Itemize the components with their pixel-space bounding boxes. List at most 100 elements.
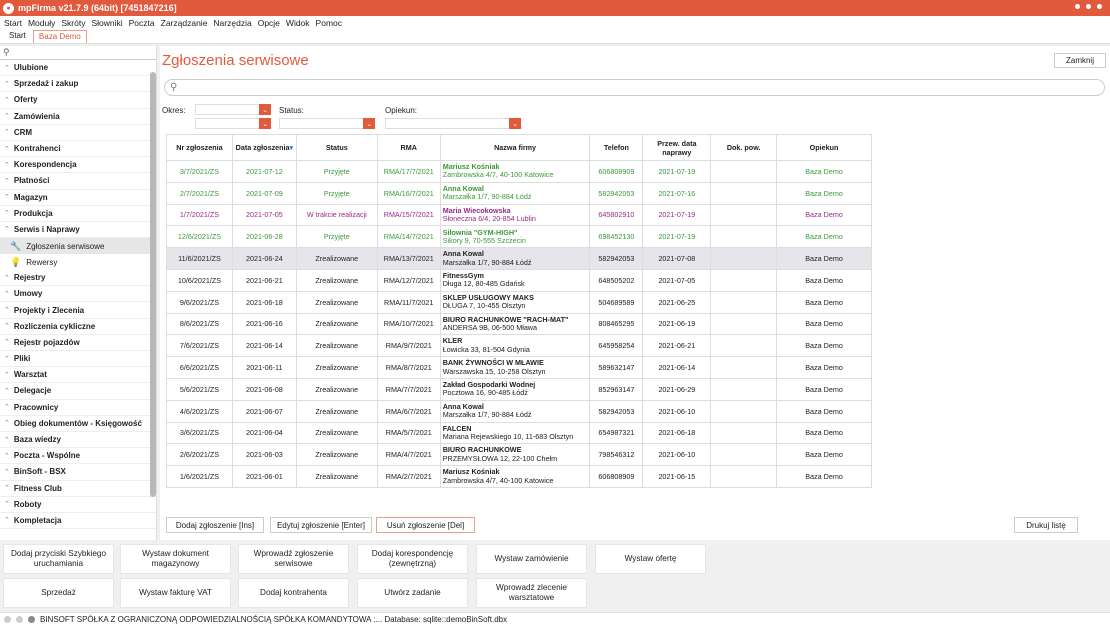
sidebar-item-delegacje[interactable]: ⌃ Delegacje bbox=[0, 383, 156, 400]
sidebar-item-umowy[interactable]: ⌃ Umowy bbox=[0, 286, 156, 303]
chevron-down-icon[interactable]: ⌄ bbox=[509, 118, 521, 129]
col-date[interactable]: Data zgłoszenia▾ bbox=[231, 134, 297, 161]
quick-service-request-button[interactable]: Wprowadź zgłoszenie serwisowe bbox=[238, 544, 349, 574]
menu-narzedzia[interactable]: Narzędzia bbox=[213, 18, 252, 28]
quick-correspondence-button[interactable]: Dodaj korespondencję (zewnętrzną) bbox=[357, 544, 468, 574]
menu-widok[interactable]: Widok bbox=[285, 18, 310, 28]
col-due-date[interactable]: Przew. data naprawy bbox=[642, 134, 712, 161]
table-row[interactable]: 7/6/2021/ZS 2021-06-14 Zrealizowane RMA/9/7… bbox=[166, 334, 872, 358]
close-button[interactable]: Zamknij bbox=[1054, 53, 1106, 68]
tab-start[interactable]: Start bbox=[9, 31, 26, 40]
col-status[interactable]: Status bbox=[295, 134, 378, 161]
quick-offer-button[interactable]: Wystaw ofertę bbox=[595, 544, 706, 574]
menu-pomoc[interactable]: Pomoc bbox=[315, 18, 343, 28]
sidebar-item-roboty[interactable]: ⌃ Roboty bbox=[0, 497, 156, 513]
menu-poczta[interactable]: Poczta bbox=[128, 18, 155, 28]
sidebar-item-serwis-i-naprawy[interactable]: ⌃ Serwis i Naprawy bbox=[0, 222, 156, 239]
delete-request-button[interactable]: Usuń zgłoszenie [Del] bbox=[376, 517, 475, 533]
table-row[interactable]: 6/6/2021/ZS 2021-06-11 Zrealizowane RMA/8/7… bbox=[166, 356, 872, 379]
col-doc[interactable]: Dok. pow. bbox=[710, 134, 778, 161]
col-keeper[interactable]: Opiekun bbox=[776, 134, 872, 161]
table-row[interactable]: 12/6/2021/ZS 2021-06-28 Przyjęte RMA/14/7/2… bbox=[166, 225, 872, 249]
sidebar-item-fitness-club[interactable]: ⌃ Fitness Club bbox=[0, 481, 156, 497]
quick-warehouse-doc-button[interactable]: Wystaw dokument magazynowy bbox=[120, 544, 231, 574]
table-row[interactable]: 1/6/2021/ZS 2021-06-01 Zrealizowane RMA/2/7… bbox=[166, 465, 872, 488]
sidebar-item-ulubione[interactable]: ⌃ Ulubione bbox=[0, 60, 156, 77]
firm-name: Mariusz Kośniak bbox=[442, 162, 500, 172]
quick-vat-invoice-button[interactable]: Wystaw fakturę VAT bbox=[120, 578, 231, 608]
sidebar-item-oferty[interactable]: ⌃ Oferty bbox=[0, 92, 156, 109]
cell-rma: RMA/6/7/2021 bbox=[376, 399, 441, 423]
sidebar-item-warsztat[interactable]: ⌃ Warsztat bbox=[0, 367, 156, 384]
print-list-button[interactable]: Drukuj listę bbox=[1014, 517, 1078, 533]
chevron-down-icon[interactable]: ⌄ bbox=[363, 118, 375, 129]
table-row[interactable]: 10/6/2021/ZS 2021-06-21 Zrealizowane RMA/12… bbox=[166, 268, 872, 292]
table-row[interactable]: 3/7/2021/ZS 2021-07-12 Przyjęte RMA/17/7/20… bbox=[166, 160, 872, 183]
quick-order-button[interactable]: Wystaw zamówienie bbox=[476, 544, 587, 574]
scrollbar-thumb[interactable] bbox=[150, 72, 156, 497]
sidebar-item-kompletacja[interactable]: ⌃ Kompletacja bbox=[0, 513, 156, 530]
window-controls[interactable] bbox=[1075, 4, 1102, 9]
sidebar-item-rewersy[interactable]: 💡 Rewersy bbox=[10, 256, 58, 267]
sidebar-item-binsoft-bsx[interactable]: ⌃ BinSoft - BSX bbox=[0, 464, 156, 481]
sidebar-item-crm[interactable]: ⌃ CRM bbox=[0, 125, 156, 141]
maximize-icon[interactable] bbox=[1086, 4, 1091, 9]
sidebar-item-sprzedaz-i-zakup[interactable]: ⌃ Sprzedaż i zakup bbox=[0, 76, 156, 93]
sidebar-item-projekty-i-zlecenia[interactable]: ⌃ Projekty i Zlecenia bbox=[0, 302, 156, 319]
table-row[interactable]: 5/6/2021/ZS 2021-06-08 Zrealizowane RMA/7/7… bbox=[166, 377, 872, 401]
menu-slowniki[interactable]: Słowniki bbox=[91, 18, 123, 28]
sidebar-item-magazyn[interactable]: ⌃ Magazyn bbox=[0, 190, 156, 206]
sidebar-search[interactable]: ⚲ bbox=[0, 46, 156, 60]
col-phone[interactable]: Telefon bbox=[589, 134, 644, 161]
menu-zarzadzanie[interactable]: Zarządzanie bbox=[160, 18, 208, 28]
col-nr[interactable]: Nr zgłoszenia bbox=[166, 134, 233, 161]
tab-baza-demo[interactable]: Baza Demo bbox=[32, 30, 87, 43]
sidebar-item-pracownicy[interactable]: ⌃ Pracownicy bbox=[0, 400, 156, 416]
table-row[interactable]: 2/6/2021/ZS 2021-06-03 Zrealizowane RMA/4/7… bbox=[166, 443, 872, 467]
menu-start[interactable]: Start bbox=[4, 18, 22, 28]
table-row[interactable]: 8/6/2021/ZS 2021-06-16 Zrealizowane RMA/10/… bbox=[166, 312, 872, 336]
menu-skroty[interactable]: Skróty bbox=[61, 18, 86, 28]
sidebar-item-produkcja[interactable]: ⌃ Produkcja bbox=[0, 206, 156, 222]
sidebar-scrollbar[interactable] bbox=[149, 62, 157, 510]
keeper-select[interactable] bbox=[385, 118, 515, 129]
minimize-icon[interactable] bbox=[1075, 4, 1080, 9]
sidebar-item-pliki[interactable]: ⌃ Pliki bbox=[0, 351, 156, 368]
sidebar-item-platnosci[interactable]: ⌃ Płatności bbox=[0, 173, 156, 190]
status-dot-icon bbox=[4, 615, 11, 623]
chevron-down-icon[interactable]: ⌄ bbox=[259, 104, 271, 115]
col-rma[interactable]: RMA bbox=[376, 134, 441, 161]
sidebar-item-korespondencja[interactable]: ⌃ Korespondencja bbox=[0, 157, 156, 174]
quick-create-task-button[interactable]: Utwórz zadanie bbox=[357, 578, 468, 608]
quick-sale-button[interactable]: Sprzedaż bbox=[3, 578, 114, 608]
sidebar-item-zamowienia[interactable]: ⌃ Zamówienia bbox=[0, 109, 156, 125]
cell-firm: FALCEN Mariana Rejewskiego 10, 11-683 Ols… bbox=[439, 421, 591, 445]
table-row[interactable]: 4/6/2021/ZS 2021-06-07 Zrealizowane RMA/6/7… bbox=[166, 399, 872, 423]
edit-request-button[interactable]: Edytuj zgłoszenie [Enter] bbox=[270, 517, 372, 533]
status-select[interactable] bbox=[279, 118, 369, 129]
close-window-icon[interactable] bbox=[1097, 4, 1102, 9]
sidebar-item-rejestr-pojazdow[interactable]: ⌃ Rejestr pojazdów bbox=[0, 335, 156, 351]
sidebar-item-baza-wiedzy[interactable]: ⌃ Baza wiedzy bbox=[0, 432, 156, 449]
sidebar-item-rejestry[interactable]: ⌃ Rejestry bbox=[0, 270, 156, 287]
sidebar-item-kontrahenci[interactable]: ⌃ Kontrahenci bbox=[0, 141, 156, 158]
menu-moduly[interactable]: Moduły bbox=[27, 18, 56, 28]
cell-status: Zrealizowane bbox=[295, 268, 378, 292]
menu-opcje[interactable]: Opcje bbox=[257, 18, 280, 28]
quick-add-contractor-button[interactable]: Dodaj kontrahenta bbox=[238, 578, 349, 608]
sidebar-item-obieg-dokumentow-ksiegowosc[interactable]: ⌃ Obieg dokumentów - Księgowość bbox=[0, 416, 156, 432]
sidebar-item-zgloszenia-serwisowe[interactable]: 🔧 Zgłoszenia serwisowe bbox=[0, 238, 156, 255]
search-input[interactable]: ⚲ bbox=[164, 79, 1105, 96]
quick-workshop-order-button[interactable]: Wprowadź zlecenie warsztatowe bbox=[476, 578, 587, 608]
col-firm[interactable]: Nazwa firmy bbox=[439, 134, 591, 161]
sidebar-item-rozliczenia-cykliczne[interactable]: ⌃ Rozliczenia cykliczne bbox=[0, 319, 156, 335]
table-row[interactable]: 2/7/2021/ZS 2021-07-09 Przyjęte RMA/16/7/20… bbox=[166, 181, 872, 205]
sidebar-item-poczta-wspolne[interactable]: ⌃ Poczta - Wspólne bbox=[0, 448, 156, 465]
table-row[interactable]: 11/6/2021/ZS 2021-06-24 Zrealizowane RMA/13… bbox=[166, 247, 872, 270]
chevron-down-icon[interactable]: ⌄ bbox=[259, 118, 271, 129]
table-row[interactable]: 1/7/2021/ZS 2021-07-05 W trakcie realizacj… bbox=[166, 203, 872, 227]
table-row[interactable]: 9/6/2021/ZS 2021-06-18 Zrealizowane RMA/11/… bbox=[166, 290, 872, 314]
table-row[interactable]: 3/6/2021/ZS 2021-06-04 Zrealizowane RMA/5/7… bbox=[166, 421, 872, 445]
quick-add-shortcuts-button[interactable]: Dodaj przyciski Szybkiego uruchamiania bbox=[3, 544, 114, 574]
add-request-button[interactable]: Dodaj zgłoszenie [Ins] bbox=[166, 517, 264, 533]
